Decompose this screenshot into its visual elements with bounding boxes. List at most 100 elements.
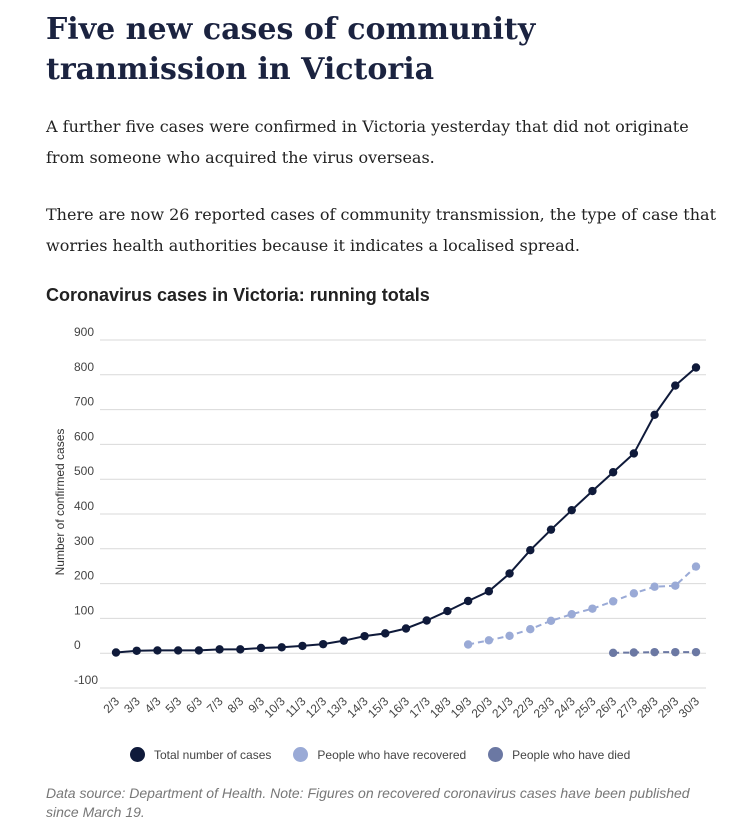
total-cases-point [443,606,452,616]
x-tick-label: 19/3 [448,694,475,721]
legend-label-died: People who have died [512,747,631,762]
total-cases-point [339,636,349,645]
x-tick-label: 27/3 [614,694,641,721]
total-cases-point [153,646,162,655]
x-tick-label: 21/3 [489,694,516,721]
recovered-point [671,581,680,590]
total-cases-point [588,486,597,496]
chart-legend: Total number of cases People who have re… [130,747,652,762]
x-tick-label: 14/3 [344,694,371,721]
x-tick-label: 12/3 [303,694,330,721]
x-tick-label: 10/3 [261,694,288,721]
y-tick-label: 100 [74,603,94,617]
legend-item-recovered[interactable]: People who have recovered [293,747,466,762]
x-tick-label: 3/3 [121,694,143,716]
y-tick-label: 0 [74,638,81,652]
total-cases-point [318,639,328,649]
legend-item-total[interactable]: Total number of cases [130,747,271,762]
total-cases-point [236,645,245,654]
total-cases-point [132,646,141,655]
y-tick-label: 200 [74,569,94,583]
total-cases-point [173,646,183,655]
total-cases-point [691,363,701,372]
died-point [608,648,618,658]
x-tick-label: 25/3 [572,694,599,721]
recovered-point [526,624,535,634]
data-source-note: Data source: Department of Health. Note:… [46,785,690,820]
x-tick-label: 17/3 [406,694,433,721]
total-cases-point [381,629,390,638]
x-tick-label: 26/3 [593,694,620,721]
recovered-point [608,597,618,606]
legend-label-total: Total number of cases [154,747,272,762]
recovered-point [691,562,701,571]
died-point [650,647,659,657]
x-tick-label: 16/3 [386,694,413,721]
x-tick-label: 15/3 [365,694,392,721]
x-tick-label: 6/3 [183,694,205,716]
recovered-line [467,565,697,646]
recovered-point [484,636,494,645]
paragraph-2: There are now 26 reported cases of commu… [46,205,716,255]
total-cases-point [526,545,535,555]
x-tick-label: 28/3 [634,694,661,721]
total-cases-point [505,569,514,578]
y-tick-label: -100 [74,673,98,687]
x-tick-label: 18/3 [427,694,454,721]
y-tick-label: 500 [74,464,94,478]
died-point [691,647,701,657]
legend-label-recovered: People who have recovered [317,747,467,762]
y-tick-label: 300 [74,534,94,548]
total-cases-point [629,449,639,458]
recovered-point [650,582,659,591]
total-cases-point [298,641,307,651]
total-cases-point [277,643,286,652]
x-tick-label: 29/3 [655,694,682,721]
legend-marker-died [488,747,504,762]
y-tick-label: 600 [74,429,94,443]
x-tick-label: 5/3 [163,694,185,716]
recovered-point [629,589,639,598]
legend-item-died[interactable]: People who have died [488,747,630,762]
legend-marker-total [130,747,145,762]
total-cases-point [360,631,369,641]
died-point [629,648,639,657]
x-tick-label: 30/3 [676,694,703,721]
total-cases-point [671,381,680,390]
recovered-point [505,631,514,640]
x-tick-label: 23/3 [531,694,558,721]
total-cases-point [111,648,121,657]
recovered-point [546,616,556,626]
x-tick-label: 24/3 [551,694,578,721]
y-tick-label: 800 [74,360,94,374]
total-cases-line [115,366,697,654]
total-cases-point [608,468,618,477]
paragraph-1: A further five cases were confirmed in V… [46,117,689,167]
line-chart: -100 0 100 200 300 400 500 600 700 800 900 Number o… [53,325,706,721]
total-cases-point [463,596,473,606]
total-cases-point [650,410,659,420]
x-tick-label: 2/3 [100,694,122,716]
died-point [671,647,680,657]
chart-title: Coronavirus cases in Victoria: running t… [46,285,430,305]
legend-marker-recovered [293,747,309,762]
recovered-point [588,604,597,613]
recovered-point [463,640,473,649]
x-tick-label: 4/3 [142,694,164,716]
x-tick-label: 22/3 [510,694,537,721]
total-cases-point [401,624,411,633]
total-cases-point [256,643,266,653]
x-tick-label: 20/3 [469,694,496,721]
total-cases-point [215,645,224,654]
y-tick-label: 700 [74,395,94,409]
x-tick-label: 13/3 [324,694,351,721]
total-cases-point [484,587,494,596]
y-tick-label: 400 [74,499,94,513]
total-cases-point [422,616,431,625]
x-tick-label: 7/3 [204,694,226,716]
y-tick-label: 900 [74,325,94,339]
x-tick-label: 11/3 [283,694,309,720]
recovered-point [567,610,576,619]
x-tick-label: 8/3 [225,694,247,716]
total-cases-point [546,525,556,534]
